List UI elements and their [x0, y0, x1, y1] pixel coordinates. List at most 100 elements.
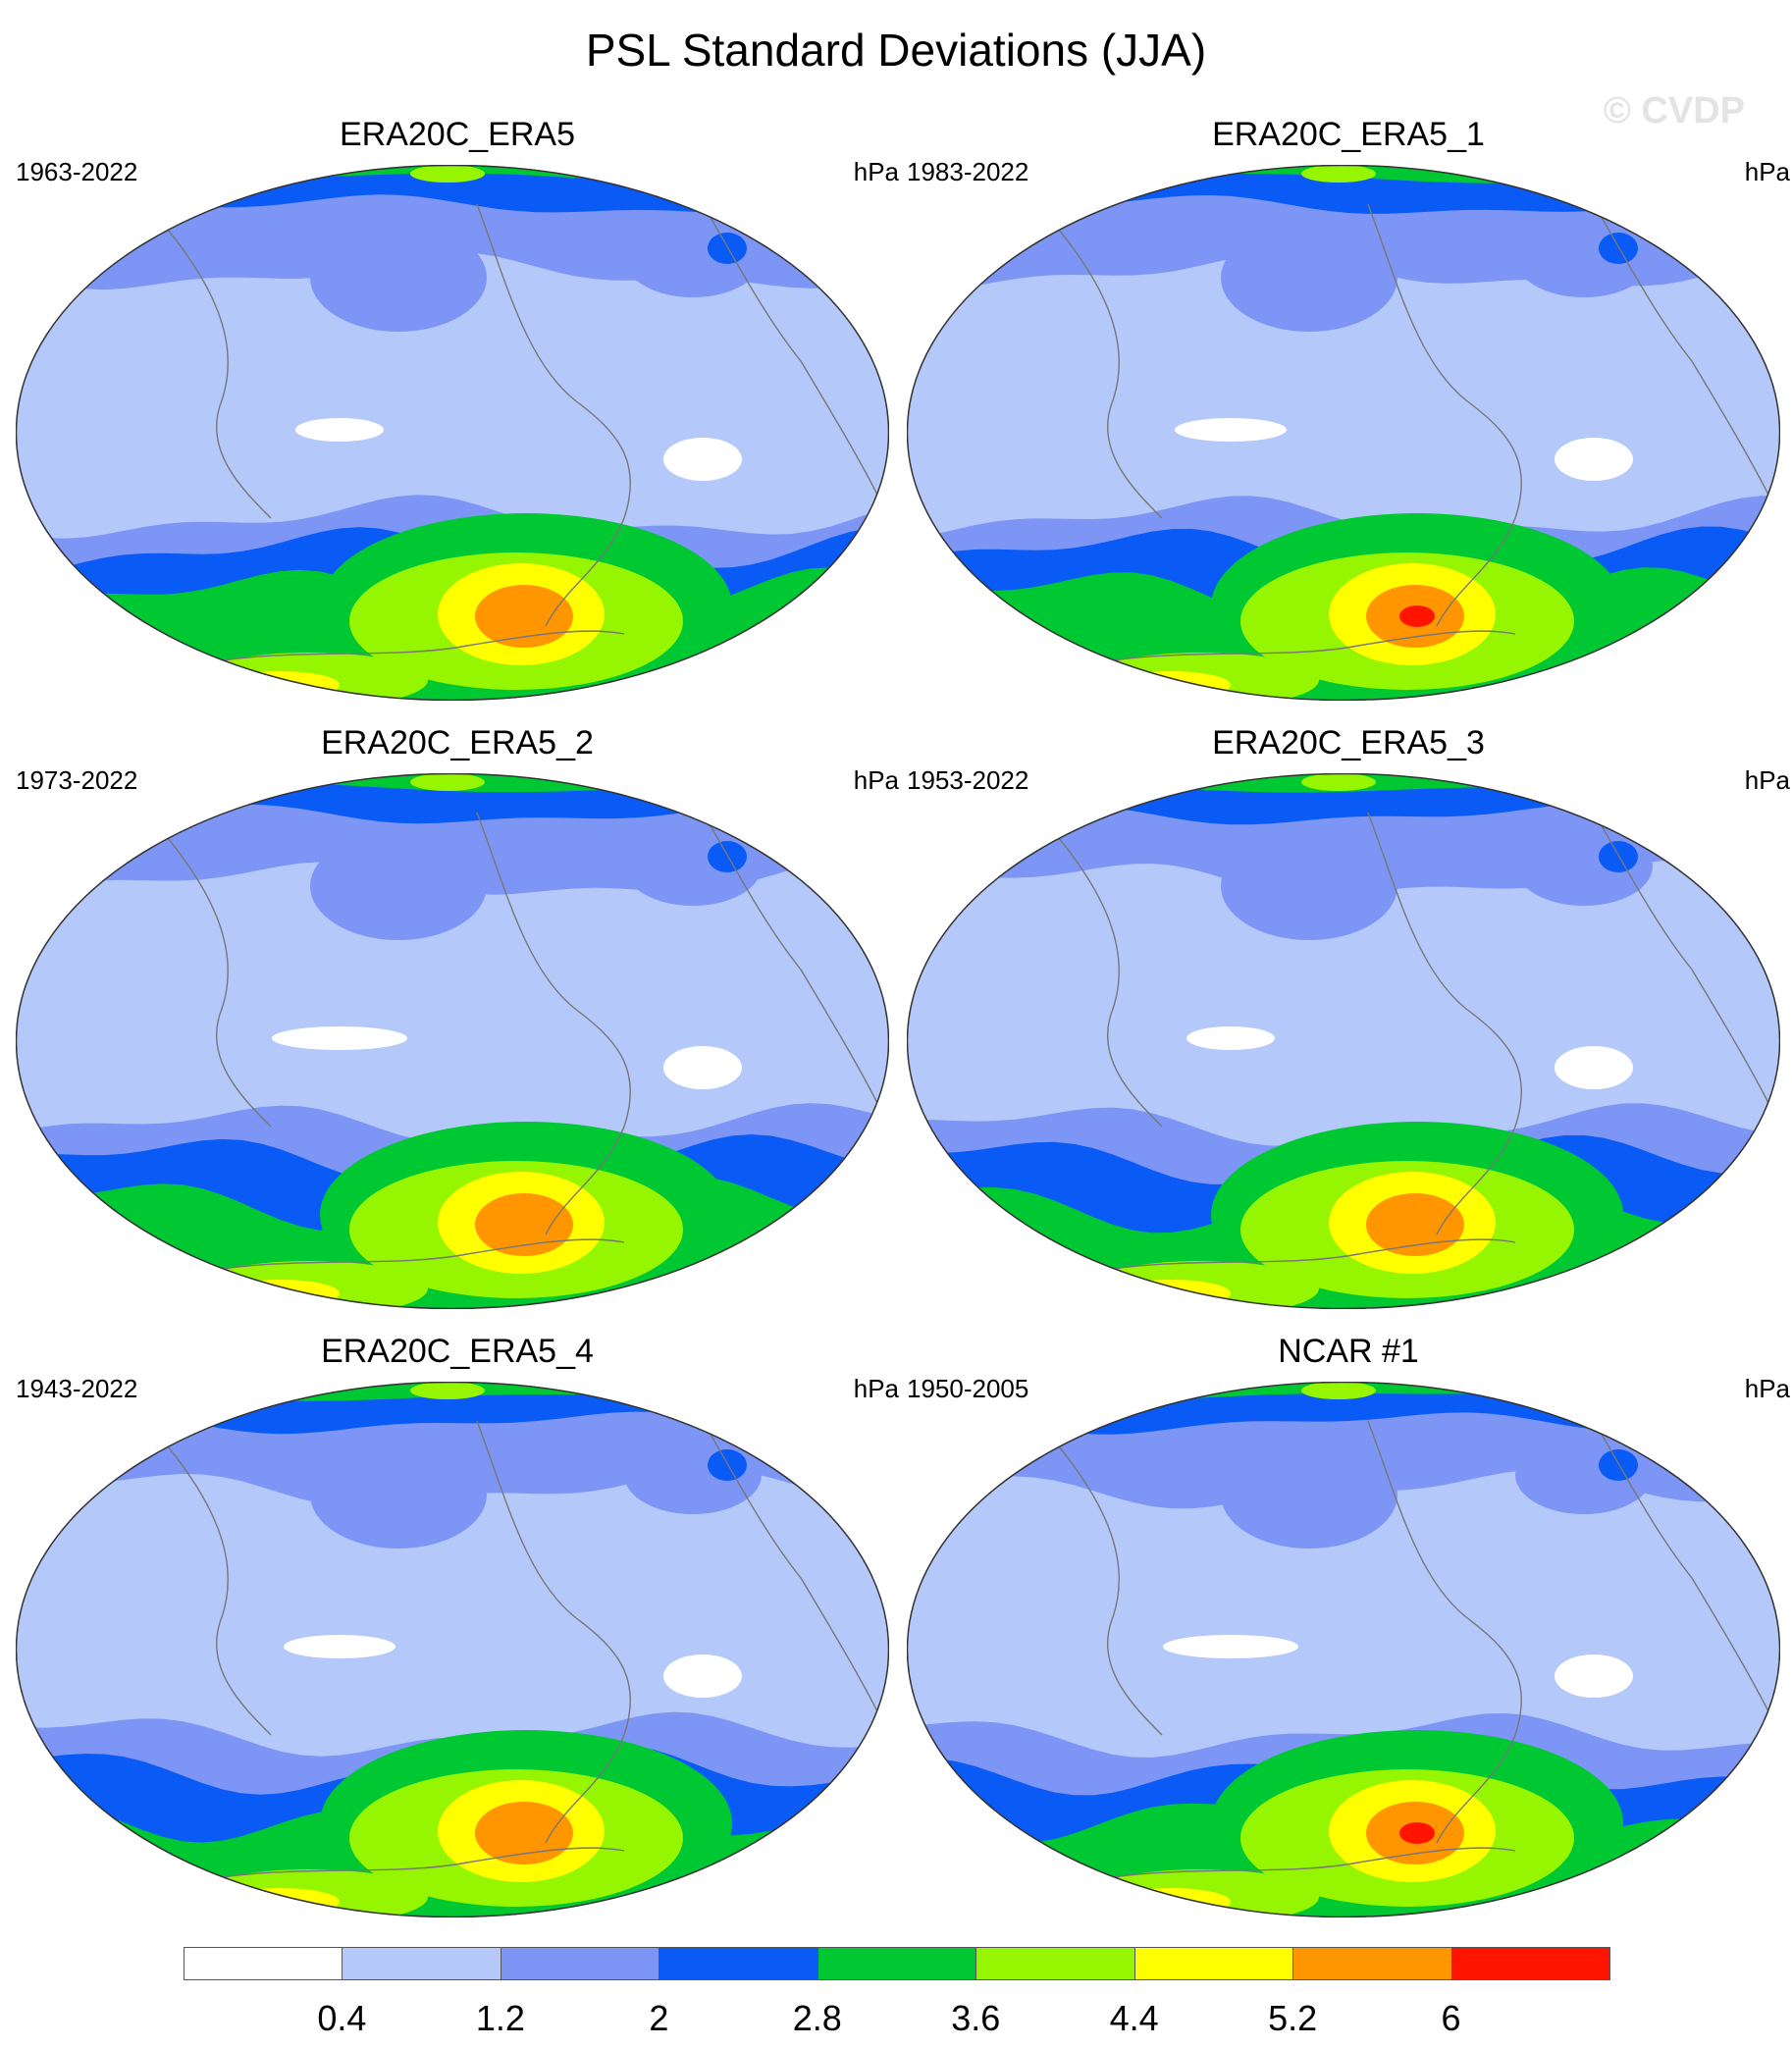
- colorbar-label: 4.4: [1109, 1998, 1159, 2038]
- map-panel-era20c-era5-4: ERA20C_ERA5_4 1943-2022 hPa: [16, 1333, 899, 1921]
- panel-units: hPa: [1744, 765, 1790, 795]
- field-south-orange: [475, 1802, 573, 1864]
- colorbar-box: [342, 1947, 501, 1980]
- field-north-lime: [410, 773, 485, 791]
- contour-fill: [907, 773, 1780, 1309]
- map-border: [16, 1382, 889, 1917]
- contour-fill: [16, 773, 889, 1309]
- field-north-lime: [1301, 165, 1376, 183]
- field-atlantic-blue: [1599, 233, 1638, 264]
- field-tropic-white: [1555, 438, 1633, 481]
- panel-units: hPa: [853, 157, 899, 186]
- coastlines: [1053, 1420, 1771, 1883]
- colorbar-label: 5.2: [1268, 1998, 1318, 2038]
- coast-antarctica: [1082, 1238, 1516, 1275]
- field-tropic-white: [663, 438, 742, 481]
- map-panel-era20c-era5: ERA20C_ERA5 1963-2022 hPa: [16, 116, 899, 705]
- colorbar-box: [1292, 1947, 1452, 1980]
- colorbar-label: 2.8: [792, 1998, 842, 2038]
- panel-units: hPa: [1744, 157, 1790, 186]
- field-north-lime: [410, 1382, 485, 1399]
- field-pacific-mid-blue: [1221, 832, 1397, 940]
- coast-asia: [1053, 1440, 1163, 1736]
- field-pacific-mid-blue: [310, 1441, 487, 1549]
- field-atlantic-blue: [708, 841, 747, 872]
- contour-fill: [907, 1382, 1780, 1917]
- map-panel-era20c-era5-2: ERA20C_ERA5_2 1973-2022 hPa: [16, 724, 899, 1313]
- field-south-orange: [475, 1193, 573, 1256]
- field-south-yellow: [1113, 671, 1231, 699]
- field-tropic-white: [1555, 1654, 1633, 1698]
- panel-title: ERA20C_ERA5_2: [321, 724, 594, 761]
- field-pacific-mid-blue: [1221, 224, 1397, 332]
- psl-std-map: [16, 773, 889, 1309]
- psl-std-map: [907, 1382, 1780, 1917]
- psl-std-map: [16, 165, 889, 701]
- field-north-lime: [1301, 773, 1376, 791]
- field-south-yellow: [1113, 1888, 1231, 1916]
- coast-asia: [1053, 223, 1163, 519]
- contour-fill: [16, 165, 889, 701]
- colorbar-box: [500, 1947, 660, 1980]
- coastlines: [1053, 812, 1771, 1275]
- field-tropic-white: [295, 418, 384, 442]
- colorbar: [184, 1947, 1610, 1980]
- coast-europe-africa: [702, 812, 880, 1108]
- field-tropic-white: [663, 1046, 742, 1089]
- colorbar-label: 0.4: [317, 1998, 367, 2038]
- field-atlantic-blue: [1599, 841, 1638, 872]
- psl-std-map: [907, 165, 1780, 701]
- panel-years: 1943-2022: [16, 1374, 138, 1403]
- map-border: [16, 165, 889, 701]
- contour-fill: [16, 1382, 889, 1917]
- field-tropic-white: [1163, 1635, 1298, 1658]
- panel-years: 1973-2022: [16, 765, 138, 795]
- panel-title: ERA20C_ERA5_3: [1212, 724, 1485, 761]
- coast-asia: [162, 223, 272, 519]
- field-north-lime: [1301, 1382, 1376, 1399]
- field-tropic-white: [284, 1635, 395, 1658]
- colorbar-label: 3.6: [951, 1998, 1001, 2038]
- coast-americas: [1367, 1420, 1523, 1844]
- coast-asia: [1053, 831, 1163, 1128]
- coast-antarctica: [191, 630, 625, 666]
- panel-years: 1983-2022: [907, 157, 1029, 186]
- coastlines: [1053, 203, 1771, 666]
- field-tropic-white: [1175, 418, 1287, 442]
- field-pacific-mid-blue: [310, 832, 487, 940]
- coast-antarctica: [1082, 630, 1516, 666]
- colorbar-box: [184, 1947, 343, 1980]
- panel-units: hPa: [1744, 1374, 1790, 1403]
- coast-asia: [162, 1440, 272, 1736]
- cvdp-watermark: © CVDP: [1603, 90, 1745, 131]
- field-south-yellow: [1113, 1280, 1231, 1307]
- field-tropic-white: [272, 1026, 407, 1050]
- colorbar-box: [975, 1947, 1135, 1980]
- map-panel-era20c-era5-1: ERA20C_ERA5_1 1983-2022 hPa: [907, 116, 1790, 705]
- field-tropic-white: [663, 1654, 742, 1698]
- map-border: [907, 773, 1780, 1309]
- field-pacific-mid-blue: [1221, 1441, 1397, 1549]
- coast-antarctica: [191, 1847, 625, 1883]
- contour-fill: [907, 165, 1780, 701]
- field-atlantic-blue: [1599, 1449, 1638, 1481]
- map-border: [907, 1382, 1780, 1917]
- field-south-yellow: [222, 1888, 340, 1916]
- psl-std-map: [907, 773, 1780, 1309]
- coast-europe-africa: [1593, 1420, 1771, 1716]
- coast-asia: [162, 831, 272, 1128]
- colorbar-box: [659, 1947, 818, 1980]
- field-south-yellow: [222, 671, 340, 699]
- map-panel-era20c-era5-3: ERA20C_ERA5_3 1953-2022 hPa: [907, 724, 1790, 1313]
- panel-years: 1950-2005: [907, 1374, 1029, 1403]
- field-north-lime: [410, 165, 485, 183]
- coast-europe-africa: [702, 1420, 880, 1716]
- coast-americas: [476, 1420, 632, 1844]
- psl-std-map: [16, 1382, 889, 1917]
- panel-title: ERA20C_ERA5_4: [321, 1333, 594, 1370]
- coast-americas: [1367, 812, 1523, 1235]
- coast-americas: [476, 203, 632, 627]
- field-pacific-mid-blue: [310, 224, 487, 332]
- panel-title: NCAR #1: [1278, 1333, 1419, 1370]
- field-tropic-white: [1186, 1026, 1275, 1050]
